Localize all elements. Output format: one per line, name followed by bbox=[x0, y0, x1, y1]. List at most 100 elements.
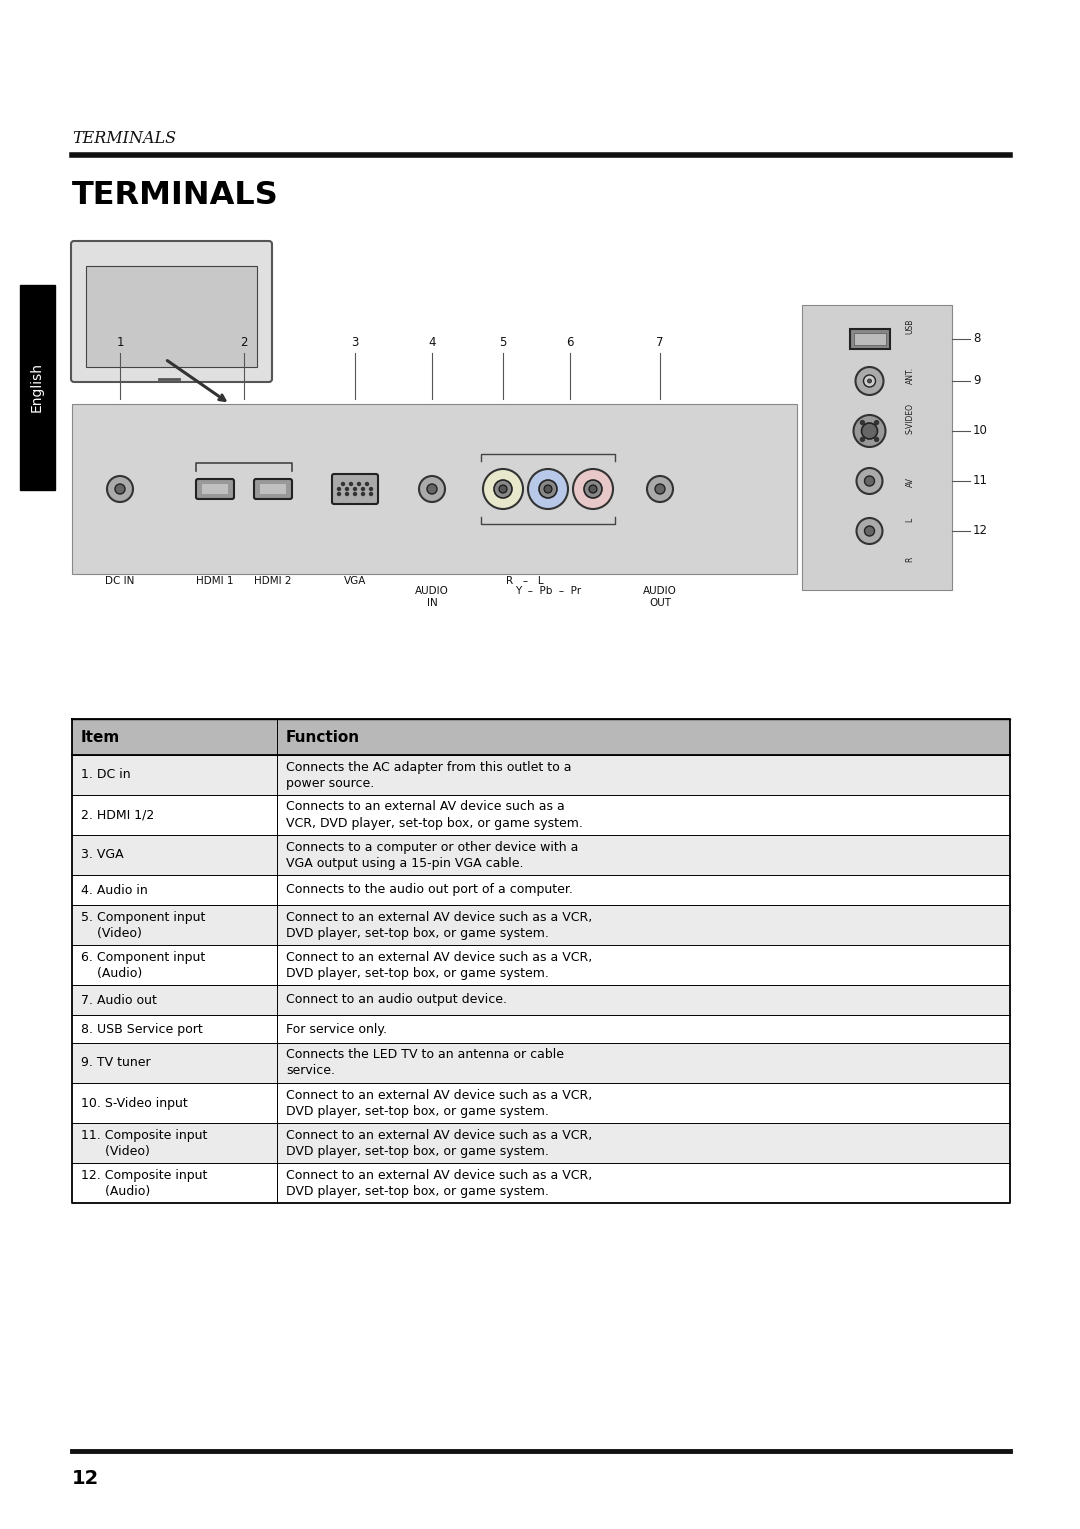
Circle shape bbox=[341, 483, 345, 486]
Text: 8: 8 bbox=[973, 332, 981, 346]
Text: S-VIDEO: S-VIDEO bbox=[905, 404, 915, 434]
Text: Function: Function bbox=[286, 729, 360, 745]
Bar bbox=[72, 875, 1010, 905]
Circle shape bbox=[855, 367, 883, 394]
Circle shape bbox=[584, 480, 602, 498]
Circle shape bbox=[346, 492, 349, 495]
Bar bbox=[202, 485, 228, 494]
Bar bbox=[850, 329, 890, 349]
Bar bbox=[72, 719, 1010, 755]
Text: Connects to an external AV device such as a
VCR, DVD player, set-top box, or gam: Connects to an external AV device such a… bbox=[286, 801, 583, 830]
Circle shape bbox=[483, 469, 523, 509]
Text: 10. S-Video input: 10. S-Video input bbox=[81, 1096, 188, 1110]
Circle shape bbox=[864, 476, 875, 486]
Text: Connect to an audio output device.: Connect to an audio output device. bbox=[286, 994, 507, 1006]
Bar bbox=[72, 755, 1010, 795]
Text: L: L bbox=[905, 518, 915, 521]
Bar bbox=[72, 1083, 1010, 1122]
Text: 12: 12 bbox=[72, 1469, 99, 1488]
Text: 12. Composite input
      (Audio): 12. Composite input (Audio) bbox=[81, 1168, 207, 1197]
FancyBboxPatch shape bbox=[71, 242, 272, 382]
Circle shape bbox=[589, 485, 597, 492]
Text: 6. Component input
    (Audio): 6. Component input (Audio) bbox=[81, 951, 205, 980]
Circle shape bbox=[365, 483, 368, 486]
Circle shape bbox=[337, 492, 340, 495]
Text: TERMINALS: TERMINALS bbox=[72, 130, 176, 147]
Text: HDMI 1: HDMI 1 bbox=[197, 576, 233, 586]
Text: AUDIO
IN: AUDIO IN bbox=[415, 586, 449, 607]
Circle shape bbox=[353, 488, 356, 491]
Bar bbox=[72, 404, 797, 573]
Circle shape bbox=[573, 469, 613, 509]
Text: 7: 7 bbox=[657, 336, 664, 349]
Text: Item: Item bbox=[81, 729, 120, 745]
Text: Connect to an external AV device such as a VCR,
DVD player, set-top box, or game: Connect to an external AV device such as… bbox=[286, 951, 592, 980]
Bar bbox=[72, 1015, 1010, 1043]
Text: 3. VGA: 3. VGA bbox=[81, 849, 123, 861]
Bar bbox=[72, 835, 1010, 875]
Text: 8. USB Service port: 8. USB Service port bbox=[81, 1023, 203, 1035]
Text: Connect to an external AV device such as a VCR,
DVD player, set-top box, or game: Connect to an external AV device such as… bbox=[286, 1128, 592, 1157]
Text: Connect to an external AV device such as a VCR,
DVD player, set-top box, or game: Connect to an external AV device such as… bbox=[286, 910, 592, 939]
Circle shape bbox=[647, 476, 673, 502]
Circle shape bbox=[499, 485, 507, 492]
Bar bbox=[86, 266, 257, 367]
Circle shape bbox=[357, 483, 361, 486]
Bar bbox=[72, 795, 1010, 835]
Bar bbox=[853, 333, 886, 346]
Circle shape bbox=[864, 375, 876, 387]
Text: Connects the AC adapter from this outlet to a
power source.: Connects the AC adapter from this outlet… bbox=[286, 760, 571, 789]
Text: 3: 3 bbox=[351, 336, 359, 349]
Text: 7. Audio out: 7. Audio out bbox=[81, 994, 157, 1006]
Text: AUDIO
OUT: AUDIO OUT bbox=[643, 586, 677, 607]
Text: 9. TV tuner: 9. TV tuner bbox=[81, 1057, 150, 1069]
Bar bbox=[72, 905, 1010, 945]
Text: 1: 1 bbox=[117, 336, 124, 349]
Circle shape bbox=[856, 518, 882, 544]
Text: 11: 11 bbox=[973, 474, 988, 488]
Bar bbox=[260, 485, 286, 494]
Bar bbox=[72, 1122, 1010, 1164]
Bar bbox=[72, 945, 1010, 985]
Text: 2. HDMI 1/2: 2. HDMI 1/2 bbox=[81, 809, 154, 821]
Circle shape bbox=[350, 483, 352, 486]
Text: Connects the LED TV to an antenna or cable
service.: Connects the LED TV to an antenna or cab… bbox=[286, 1049, 564, 1078]
Circle shape bbox=[875, 437, 878, 442]
Bar bbox=[72, 1043, 1010, 1083]
Text: R: R bbox=[905, 557, 915, 563]
Text: 5: 5 bbox=[499, 336, 507, 349]
Circle shape bbox=[867, 379, 872, 382]
Text: 11. Composite input
      (Video): 11. Composite input (Video) bbox=[81, 1128, 207, 1157]
Text: VGA: VGA bbox=[343, 576, 366, 586]
Circle shape bbox=[853, 414, 886, 446]
Text: DC IN: DC IN bbox=[106, 576, 135, 586]
Bar bbox=[21, 284, 55, 489]
Text: For service only.: For service only. bbox=[286, 1023, 387, 1035]
Text: 9: 9 bbox=[973, 375, 981, 387]
Text: Connect to an external AV device such as a VCR,
DVD player, set-top box, or game: Connect to an external AV device such as… bbox=[286, 1168, 592, 1197]
Circle shape bbox=[346, 488, 349, 491]
Circle shape bbox=[861, 437, 864, 442]
Circle shape bbox=[861, 420, 864, 425]
Text: 4: 4 bbox=[429, 336, 435, 349]
Circle shape bbox=[539, 480, 557, 498]
Text: TERMINALS: TERMINALS bbox=[72, 180, 279, 211]
Text: 12: 12 bbox=[973, 524, 988, 538]
Text: R   –   L: R – L bbox=[507, 576, 544, 586]
Text: Y  –  Pb  –  Pr: Y – Pb – Pr bbox=[515, 586, 581, 596]
Text: Connects to the audio out port of a computer.: Connects to the audio out port of a comp… bbox=[286, 884, 572, 896]
Text: HDMI 2: HDMI 2 bbox=[254, 576, 292, 586]
Text: 5. Component input
    (Video): 5. Component input (Video) bbox=[81, 910, 205, 939]
Circle shape bbox=[369, 488, 373, 491]
FancyBboxPatch shape bbox=[254, 479, 292, 498]
Circle shape bbox=[654, 485, 665, 494]
Text: 2: 2 bbox=[240, 336, 247, 349]
Bar bbox=[802, 304, 951, 590]
Text: ANT.: ANT. bbox=[905, 367, 915, 384]
Bar bbox=[72, 1164, 1010, 1203]
Circle shape bbox=[362, 492, 365, 495]
Circle shape bbox=[107, 476, 133, 502]
Circle shape bbox=[528, 469, 568, 509]
Text: Connect to an external AV device such as a VCR,
DVD player, set-top box, or game: Connect to an external AV device such as… bbox=[286, 1089, 592, 1118]
Circle shape bbox=[369, 492, 373, 495]
